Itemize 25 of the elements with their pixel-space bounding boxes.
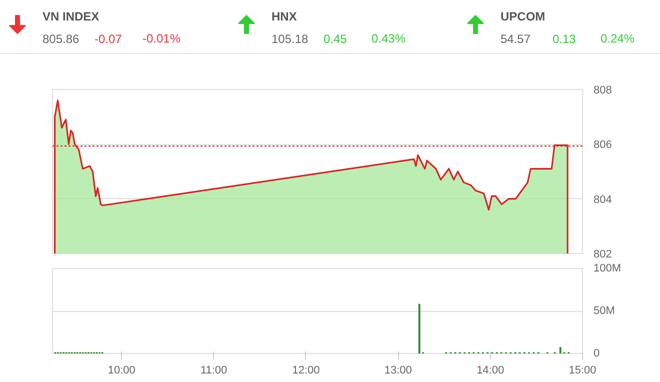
y-tick-label: 806: [594, 139, 612, 152]
data-label: 0.43%: [372, 32, 406, 46]
data-label: -0.07: [94, 32, 122, 46]
x-tick-label: 15:00: [568, 364, 596, 376]
x-tick-label: 11:00: [200, 364, 228, 376]
data-label: 0.13: [552, 32, 576, 46]
data-label: 105.18: [272, 32, 309, 46]
y-tick-label: 100M: [594, 262, 622, 274]
y-tick-label: 50M: [594, 305, 615, 317]
y-tick-label: 802: [594, 248, 612, 260]
x-tick-label: 12:00: [292, 364, 320, 376]
y-tick-label: 808: [594, 84, 612, 96]
data-label: -0.01%: [142, 32, 181, 46]
category-label: UPCOM: [500, 10, 546, 24]
y-tick-label: 0: [594, 348, 600, 360]
x-tick-label: 14:00: [476, 364, 504, 376]
data-label: 0.24%: [600, 32, 635, 46]
category-label: HNX: [272, 10, 297, 24]
x-tick-label: 10:00: [108, 364, 136, 376]
data-label: 0.45: [324, 32, 348, 46]
category-label: VN INDEX: [42, 10, 100, 24]
data-label: 54.57: [500, 32, 531, 46]
y-tick-label: 804: [594, 194, 612, 206]
x-tick-label: 13:00: [384, 364, 412, 376]
data-label: 805.86: [42, 32, 80, 46]
